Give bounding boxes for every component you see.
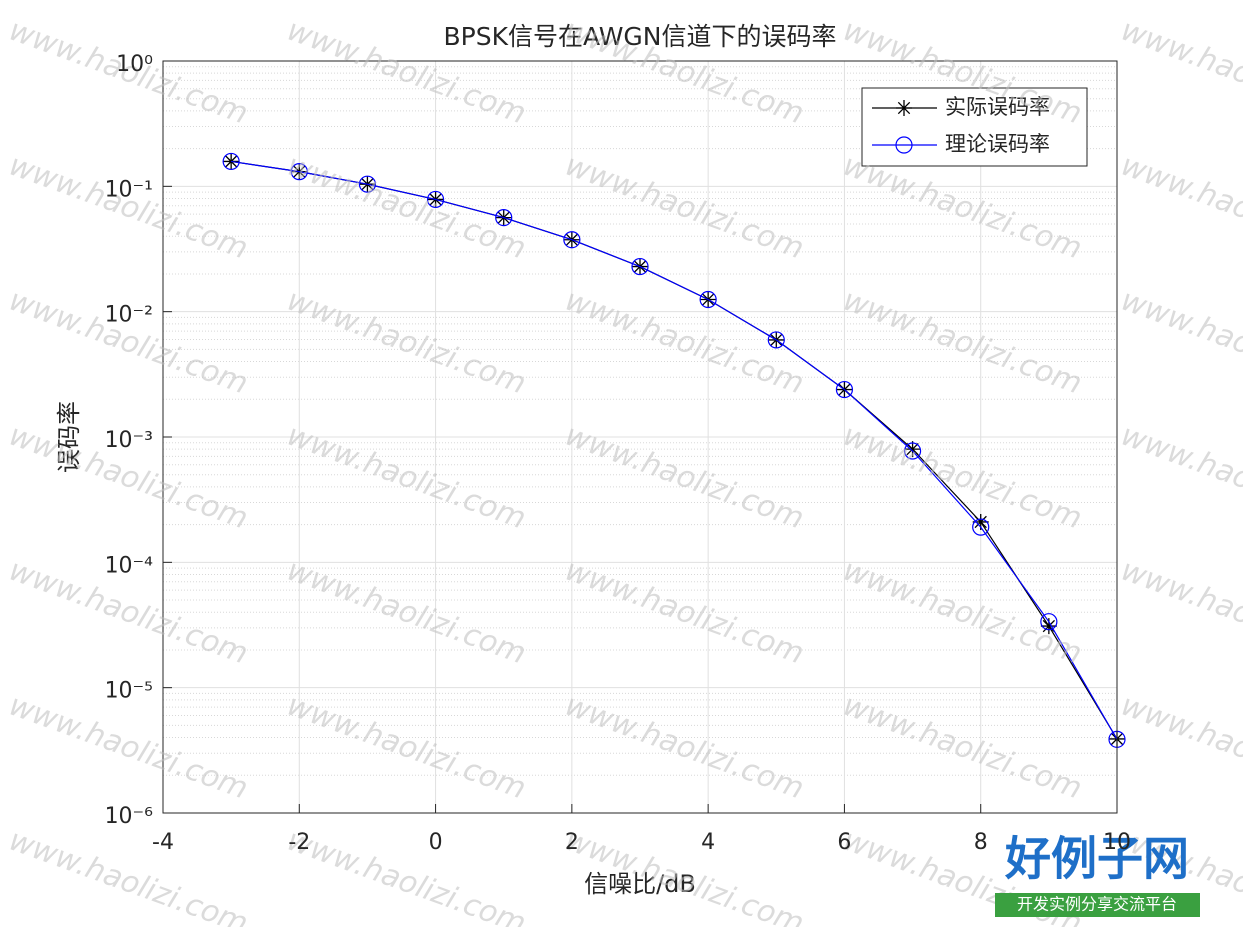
series-line <box>231 160 1118 740</box>
circle-marker <box>426 190 445 209</box>
x-tick-label: -2 <box>288 830 310 855</box>
x-tick-label: 4 <box>701 830 715 855</box>
legend-label: 理论误码率 <box>945 132 1050 156</box>
y-tick-label: 10⁻³ <box>105 428 153 453</box>
circle-marker <box>563 231 581 249</box>
star-marker <box>904 441 921 458</box>
star-marker <box>972 513 989 530</box>
x-tick-label: 6 <box>837 830 851 855</box>
x-tick-label: 2 <box>565 830 579 855</box>
y-axis-label: 误码率 <box>55 401 83 473</box>
logo-text: 好例子网 <box>1004 832 1189 886</box>
x-axis-label: 信噪比/dB <box>584 870 696 898</box>
logo-bar <box>995 893 1200 917</box>
circle-marker <box>895 136 913 154</box>
watermark-text: www.haolizi.com <box>282 823 530 927</box>
circle-marker <box>767 331 785 349</box>
y-tick-label: 10⁰ <box>116 52 153 77</box>
watermark-text: www.haolizi.com <box>1116 688 1243 807</box>
watermark-text: www.haolizi.com <box>1116 13 1243 132</box>
y-tick-label: 10⁻⁶ <box>105 804 154 829</box>
x-tick-label: 10 <box>1103 830 1131 855</box>
circle-marker <box>358 175 377 193</box>
watermark-text: www.haolizi.com <box>1116 148 1243 267</box>
axes-box <box>162 60 1118 814</box>
circle-marker <box>222 152 240 171</box>
marks <box>222 152 1126 748</box>
circle-marker <box>290 163 308 181</box>
watermark-text: www.haolizi.com <box>1116 418 1243 537</box>
circle-marker <box>1040 613 1058 631</box>
circle-marker <box>495 209 513 227</box>
star-marker <box>896 100 912 116</box>
circle-marker <box>903 442 922 460</box>
watermark-text: www.haolizi.com <box>1116 553 1243 672</box>
star-marker <box>1040 618 1057 635</box>
circle-marker <box>699 290 717 309</box>
watermark-text: www.haolizi.com <box>4 823 252 927</box>
y-tick-label: 10⁻² <box>105 303 153 328</box>
y-tick-label: 10⁻¹ <box>105 177 153 202</box>
x-tick-label: 8 <box>974 830 988 855</box>
circle-marker <box>631 257 649 276</box>
x-tick-label: 0 <box>429 830 443 855</box>
circle-marker <box>835 380 854 399</box>
circle-marker <box>972 518 990 536</box>
logo: 好例子网 开发实例分享交流平台 <box>995 832 1200 917</box>
legend-label: 实际误码率 <box>945 95 1050 119</box>
watermark-text: www.haolizi.com <box>1116 283 1243 402</box>
x-tick-label: -4 <box>152 830 174 855</box>
y-tick-label: 10⁻⁵ <box>105 679 153 704</box>
legend-box <box>861 87 1088 167</box>
y-tick-label: 10⁻⁴ <box>105 553 154 578</box>
chart-title: BPSK信号在AWGN信道下的误码率 <box>443 22 836 51</box>
logo-subtitle: 开发实例分享交流平台 <box>1017 895 1177 914</box>
